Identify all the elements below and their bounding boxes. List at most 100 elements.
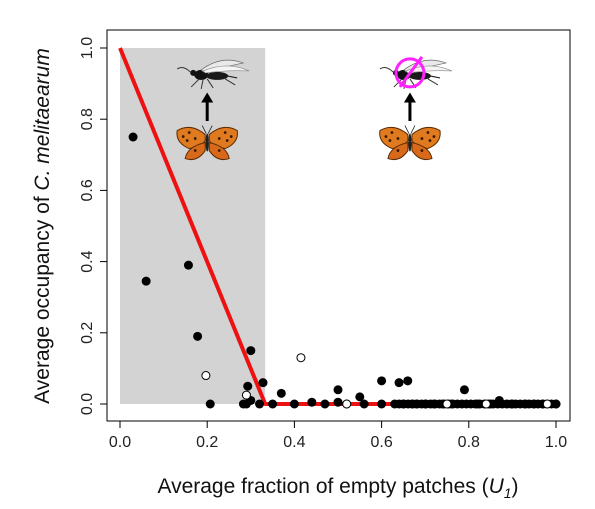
x-tick-label: 0.4 (283, 434, 305, 451)
data-point (529, 399, 539, 409)
data-point (128, 132, 138, 142)
y-tick-label: 0.6 (79, 179, 96, 201)
x-tick-label: 0.8 (458, 434, 480, 451)
data-point (377, 399, 387, 409)
butterfly-wing-spot (217, 149, 221, 152)
butterfly-wing-spot (223, 131, 227, 134)
wasp-head (190, 69, 197, 76)
data-point (507, 399, 517, 409)
prohibited-slash (398, 56, 424, 88)
y-tick-label: 0.4 (79, 250, 96, 272)
butterfly-body (408, 133, 412, 152)
butterfly-wing-spot (420, 149, 424, 152)
wasp-antenna (176, 66, 191, 73)
wasp-ovipositor (429, 75, 441, 79)
data-point (276, 388, 286, 398)
data-point (307, 397, 317, 407)
data-point (289, 399, 299, 409)
x-tick-label: 0.2 (196, 434, 218, 451)
butterfly-wing-spot (229, 135, 233, 138)
data-point (398, 399, 408, 409)
butterfly-icon (379, 125, 441, 161)
x-tick-label: 1.0 (545, 434, 567, 451)
y-tick-label: 0.0 (79, 393, 96, 415)
wasp-legs (190, 78, 236, 90)
wasp-wing (202, 65, 250, 74)
data-point (394, 378, 404, 388)
x-axis-title-suffix: ) (512, 475, 519, 498)
butterfly-wing-spot (187, 131, 191, 134)
y-tick-label: 0.2 (79, 322, 96, 344)
butterfly-wing-spot (420, 137, 424, 140)
data-point (243, 381, 253, 391)
wasp-legs (393, 78, 439, 90)
butterfly-wing-spot (388, 139, 392, 142)
data-point-open (481, 399, 491, 409)
y-axis-title-prefix: Average occupancy of (31, 191, 54, 404)
data-point (420, 399, 430, 409)
wasp-abdomen (206, 71, 229, 80)
y-tick-label: 0.8 (79, 108, 96, 130)
data-point (255, 399, 265, 409)
parasitoid-wasp-icon (176, 59, 250, 90)
data-point (494, 395, 504, 405)
data-point-open (296, 353, 306, 363)
butterfly-wing-spot (426, 131, 430, 134)
x-axis-title-var: U (489, 475, 505, 498)
prohibited-icon (394, 56, 426, 89)
prohibited-ring (394, 57, 426, 89)
butterfly-wing-spot (181, 135, 185, 138)
butterfly-wing-spot (193, 149, 197, 152)
butterfly-wing-spot (390, 131, 394, 134)
butterfly-wing-spot (217, 137, 221, 140)
data-point (183, 260, 193, 270)
data-point (473, 399, 483, 409)
data-point (320, 399, 330, 409)
data-point-open (241, 390, 251, 400)
y-tick-label: 1.0 (79, 37, 96, 59)
data-point-open (342, 399, 352, 409)
x-axis-title-prefix: Average fraction of empty patches ( (157, 475, 488, 498)
data-point (403, 376, 413, 386)
data-point-open (542, 399, 552, 409)
data-point (193, 331, 203, 341)
data-point (258, 378, 268, 388)
data-point-open (442, 399, 452, 409)
butterfly-antennae (201, 125, 213, 134)
arrow-head (201, 92, 214, 103)
butterfly-antennae (404, 125, 416, 134)
butterfly-wing-spot (185, 139, 189, 142)
butterfly-wing-spot (225, 139, 229, 142)
butterfly-body (205, 133, 209, 152)
data-points-layer (128, 132, 561, 409)
data-point (333, 397, 343, 407)
data-point (459, 385, 469, 395)
butterfly-wing-spot (396, 149, 400, 152)
up-arrow-icon (403, 92, 416, 121)
plot-frame (106, 29, 571, 422)
wasp-ovipositor (227, 75, 238, 79)
butterfly-wing-spot (396, 137, 400, 140)
data-point (551, 399, 561, 409)
axes-layer: 0.0 0.2 0.4 0.6 0.8 1.0 0.0 0.2 0.4 0.6 0.8 1.0 (79, 29, 571, 451)
data-point (246, 346, 256, 356)
data-point (411, 399, 421, 409)
data-point (355, 392, 365, 402)
wasp-antenna (379, 66, 394, 73)
data-point (141, 276, 151, 286)
butterfly-wing-spot (193, 137, 197, 140)
x-axis-title: Average fraction of empty patches (U1) (157, 475, 518, 501)
butterfly-icon (176, 125, 238, 161)
annotation-icons-layer (176, 56, 453, 161)
data-point (520, 399, 530, 409)
butterfly-wing-spot (432, 135, 436, 138)
data-point (377, 376, 387, 386)
arrow-head (403, 92, 416, 103)
data-point (205, 399, 215, 409)
butterfly-wing-spot (384, 135, 388, 138)
x-axis-title-sub: 1 (504, 485, 512, 501)
data-point (429, 399, 439, 409)
x-tick-label: 0.0 (109, 434, 131, 451)
data-point (359, 399, 369, 409)
